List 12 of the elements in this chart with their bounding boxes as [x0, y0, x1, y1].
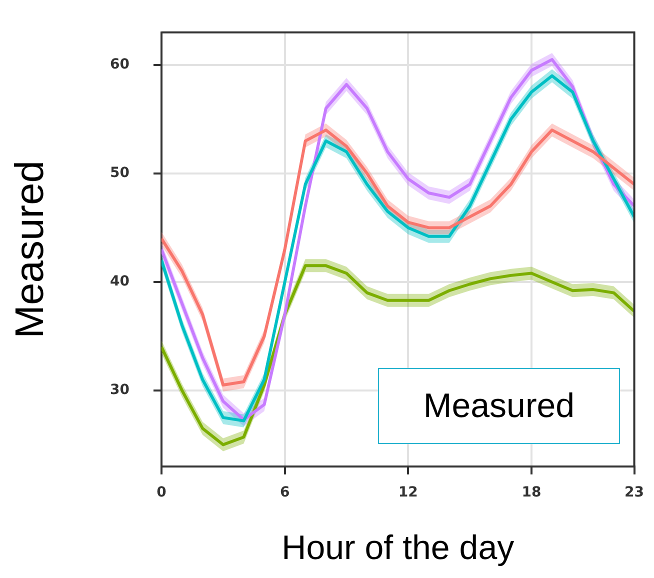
y-tick-label: 60 [110, 56, 130, 73]
annotation: Measured [378, 368, 620, 444]
x-axis-title: Hour of the day [282, 528, 514, 567]
x-tick-label: 12 [398, 484, 418, 500]
y-tick-label: 40 [110, 274, 130, 290]
x-tick-label: 6 [280, 484, 290, 500]
y-axis-title: Measured [8, 160, 52, 338]
y-tick-label: 30 [110, 382, 130, 398]
y-tick-label: 50 [110, 165, 130, 182]
x-tick-label: 18 [522, 484, 542, 500]
x-tick-label: 23 [624, 484, 644, 500]
x-tick-label: 0 [156, 484, 167, 500]
